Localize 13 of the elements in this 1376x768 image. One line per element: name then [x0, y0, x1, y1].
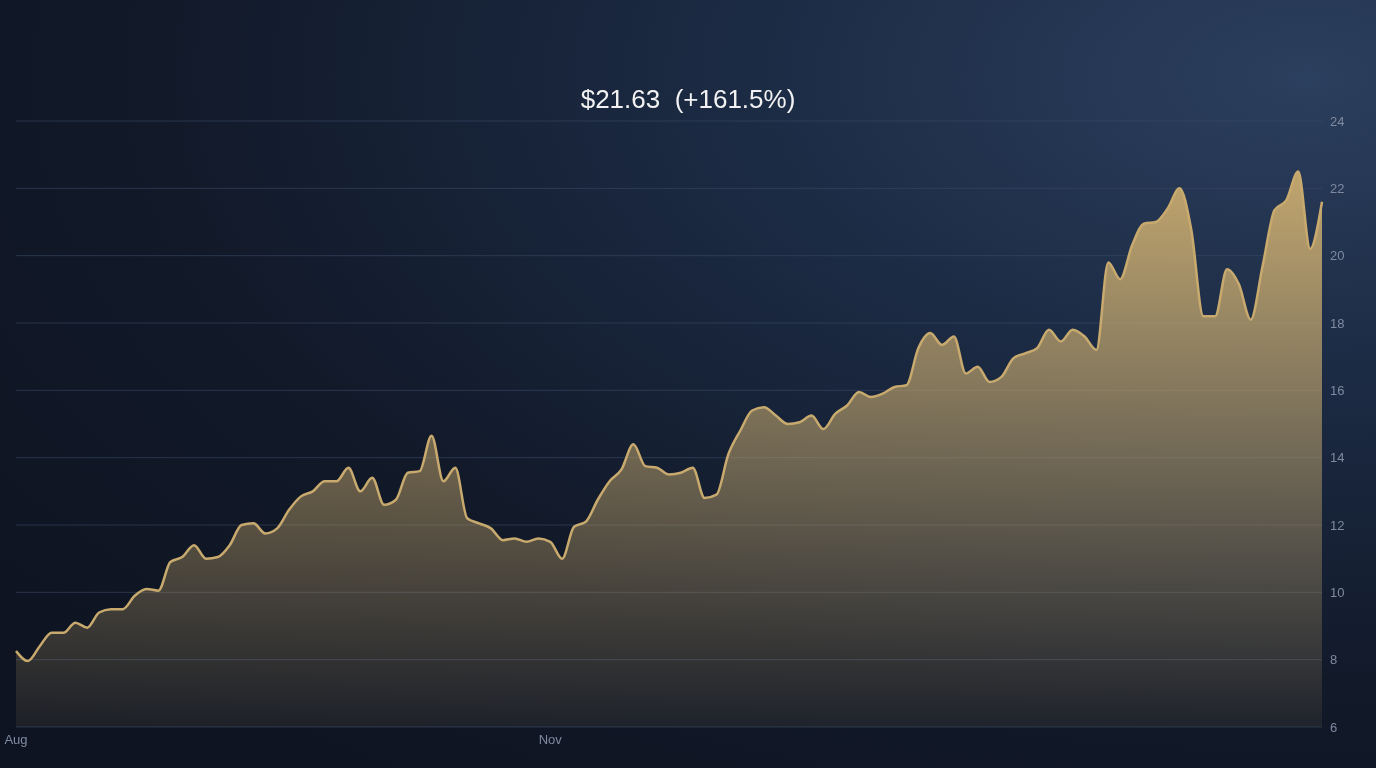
- y-tick-label: 8: [1330, 652, 1338, 668]
- y-tick-label: 12: [1330, 517, 1345, 533]
- x-tick-label: Nov: [538, 732, 563, 748]
- y-tick-label: 22: [1330, 180, 1345, 196]
- y-tick-label: 14: [1330, 450, 1345, 466]
- y-tick-label: 20: [1330, 248, 1345, 264]
- y-tick-label: 16: [1330, 382, 1345, 398]
- y-tick-label: 24: [1330, 113, 1345, 129]
- y-tick-label: 6: [1330, 719, 1338, 735]
- chart-title: $21.63 (+161.5%): [579, 84, 797, 115]
- x-tick-label: Aug: [4, 732, 28, 748]
- y-tick-label: 10: [1330, 584, 1345, 600]
- y-tick-label: 18: [1330, 315, 1345, 331]
